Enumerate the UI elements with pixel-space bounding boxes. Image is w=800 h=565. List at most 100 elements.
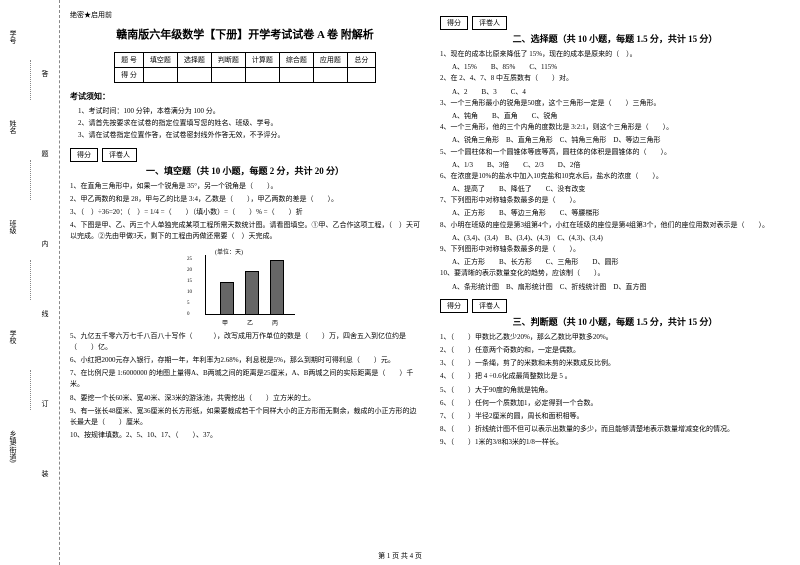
side-char: 题 — [40, 150, 50, 157]
bar-yi — [245, 271, 259, 315]
side-char: 装 — [40, 470, 50, 477]
bar-chart: (单位：天) 0 5 10 15 20 25 甲 乙 丙 — [185, 247, 305, 327]
xlabel: 乙 — [247, 318, 253, 327]
marker-label: 评卷人 — [472, 299, 507, 313]
question: 8、（ ）折线统计图不但可以表示出数量的多少，而且能够清楚地表示数量增减变化的情… — [440, 424, 790, 435]
score-label: 得分 — [440, 299, 468, 313]
question: 7、在比例尺是 1:6000000 的地图上量得A、B两城之间的距离是25厘米，… — [70, 368, 420, 390]
options: A、钝角 B、直角 C、锐角 — [452, 111, 790, 122]
section2-title: 二、选择题（共 10 小题，每题 1.5 分，共计 15 分） — [440, 32, 790, 45]
question: 9、（ ）1米的3/8和3米的1/8一样长。 — [440, 437, 790, 448]
options: A、锐角三角形 B、直角三角形 C、钝角三角形 D、等边三角形 — [452, 135, 790, 146]
header-cell: 题 号 — [115, 53, 144, 68]
question: 7、（ ）半径2厘米的圆，周长和面积相等。 — [440, 411, 790, 422]
options: A、正方形 B、等边三角形 C、等腰梯形 — [452, 208, 790, 219]
question: 9、有一张长48厘米、宽36厘米的长方形纸，如果要裁成若干个同样大小的正方形而无… — [70, 406, 420, 428]
options: A、正方形 B、长方形 C、三角形 D、圆形 — [452, 257, 790, 268]
xlabel: 甲 — [222, 318, 228, 327]
side-char: 线 — [40, 310, 50, 317]
options: A、提高了 B、降低了 C、没有改变 — [452, 184, 790, 195]
notice-item: 2、请首先按要求在试卷的指定位置填写您的姓名、班级、学号。 — [78, 118, 420, 130]
xlabel: 丙 — [272, 318, 278, 327]
right-column: 得分 评卷人 二、选择题（共 10 小题，每题 1.5 分，共计 15 分） 1… — [440, 10, 790, 450]
ytick: 15 — [187, 279, 192, 284]
label-name: 姓名 — [8, 120, 18, 134]
ytick: 25 — [187, 257, 192, 262]
header-cell: 总分 — [347, 53, 375, 68]
ytick: 20 — [187, 268, 192, 273]
header-cell: 判断题 — [211, 53, 245, 68]
question: 1、现在的成本比原来降低了 15%，现在的成本是原来的（ ）。 — [440, 49, 790, 60]
question: 10、按规律填数。2、5、10、17、（ ）、37。 — [70, 430, 420, 441]
question: 9、下列图形中对称轴条数最多的是（ ）。 — [440, 244, 790, 255]
bar-jia — [220, 282, 234, 315]
header-cell: 综合题 — [279, 53, 313, 68]
label-class: 班级 — [8, 220, 18, 234]
section1-title: 一、填空题（共 10 小题，每题 2 分，共计 20 分） — [70, 164, 420, 177]
chart-title: (单位：天) — [215, 247, 243, 256]
exam-title: 赣南版六年级数学【下册】开学考试试卷 A 卷 附解析 — [70, 26, 420, 42]
page-footer: 第 1 页 共 4 页 — [0, 551, 800, 561]
question: 6、（ ）任何一个质数加1，必定得到一个合数。 — [440, 398, 790, 409]
side-char: 答 — [40, 70, 50, 77]
question: 2、在 2、4、7、8 中互质数有（ ）对。 — [440, 73, 790, 84]
section3-title: 三、判断题（共 10 小题，每题 1.5 分，共计 15 分） — [440, 315, 790, 328]
y-axis — [205, 255, 206, 315]
section-score-box: 得分 评卷人 — [440, 16, 790, 30]
header-cell: 计算题 — [245, 53, 279, 68]
header-cell: 选择题 — [177, 53, 211, 68]
question: 7、下列图形中对称轴条数最多的是（ ）。 — [440, 195, 790, 206]
notice-title: 考试须知： — [70, 91, 420, 102]
section-score-box: 得分 评卷人 — [440, 299, 790, 313]
score-table: 题 号 填空题 选择题 判断题 计算题 综合题 应用题 总分 得 分 — [114, 52, 376, 83]
question: 10、要清晰的表示数量变化的趋势，应该制（ ）。 — [440, 268, 790, 279]
label-school: 学校 — [8, 330, 18, 344]
question: 4、一个三角形，他的三个内角的度数比是 3:2:1，则这个三角形是（ ）。 — [440, 122, 790, 133]
side-char: 订 — [40, 400, 50, 407]
row-label: 得 分 — [115, 68, 144, 83]
question: 3、（ ）÷36=20：（ ）= 1/4 =（ ）（填小数）=（ ）% =（ ）… — [70, 207, 420, 218]
notice-item: 1、考试时间：100 分钟，本卷满分为 100 分。 — [78, 106, 420, 118]
header-cell: 填空题 — [143, 53, 177, 68]
question: 4、下图是甲、乙、丙三个人单独完成某项工程所需天数统计图。请看图填空。①甲、乙合… — [70, 220, 420, 242]
label-student-id: 学号 — [8, 30, 18, 44]
marker-label: 评卷人 — [472, 16, 507, 30]
secret-label: 绝密★启用前 — [70, 10, 420, 20]
options: A、2 B、3 C、4 — [452, 87, 790, 98]
question: 4、（ ）把 4 ÷0.6化成最简整数比是 5 。 — [440, 371, 790, 382]
question: 2、（ ）任意两个奇数的和，一定是偶数。 — [440, 345, 790, 356]
left-column: 绝密★启用前 赣南版六年级数学【下册】开学考试试卷 A 卷 附解析 题 号 填空… — [70, 10, 420, 450]
side-char: 内 — [40, 240, 50, 247]
table-row: 题 号 填空题 选择题 判断题 计算题 综合题 应用题 总分 — [115, 53, 376, 68]
score-label: 得分 — [440, 16, 468, 30]
header-cell: 应用题 — [313, 53, 347, 68]
binding-margin: 学号 姓名 班级 学校 乡镇(街道) 答 题 内 线 订 装 — [0, 0, 60, 565]
score-label: 得分 — [70, 148, 98, 162]
bar-bing — [270, 260, 284, 315]
question: 8、小明在班级的座位是第3组第4个，小红在班级的座位是第4组第3个，他们的座位用… — [440, 220, 790, 231]
options: A、(3,4)、(3,4) B、(3,4)、(4,3) C、(4,3)、(3,4… — [452, 233, 790, 244]
question: 6、在浓度是10%的盐水中加入10克盐和10克水后，盐水的浓度（ ）。 — [440, 171, 790, 182]
question: 3、（ ）一条绳，剪了的米数和未剪的米数成反比例。 — [440, 358, 790, 369]
options: A、15% B、85% C、115% — [452, 62, 790, 73]
question: 2、甲乙两数的和是 28，甲与乙的比是 3:4，乙数是（ ），甲乙两数的差是（ … — [70, 194, 420, 205]
options: A、条形统计图 B、扇形统计图 C、折线统计图 D、直方图 — [452, 282, 790, 293]
notice-list: 1、考试时间：100 分钟，本卷满分为 100 分。 2、请首先按要求在试卷的指… — [78, 106, 420, 142]
ytick: 10 — [187, 290, 192, 295]
question: 1、（ ）甲数比乙数少20%，那么乙数比甲数多20%。 — [440, 332, 790, 343]
question: 8、要挖一个长60米、宽40米、深3米的游泳池，共需挖出（ ）立方米的土。 — [70, 393, 420, 404]
ytick: 5 — [187, 301, 190, 306]
main-content: 绝密★启用前 赣南版六年级数学【下册】开学考试试卷 A 卷 附解析 题 号 填空… — [70, 10, 790, 450]
question: 5、九亿五千零六万七千八百八十写作（ ），改写成用万作单位的数是（ ）万，四舍五… — [70, 331, 420, 353]
section-score-box: 得分 评卷人 — [70, 148, 420, 162]
label-town: 乡镇(街道) — [8, 430, 18, 463]
question: 6、小红把2000元存入银行，存期一年，年利率为2.68%，利息税是5%，那么到… — [70, 355, 420, 366]
question: 5、（ ）大于90度的角就是钝角。 — [440, 385, 790, 396]
table-row: 得 分 — [115, 68, 376, 83]
marker-label: 评卷人 — [102, 148, 137, 162]
notice-item: 3、请在试卷指定位置作答，在试卷密封线外作答无效，不予评分。 — [78, 130, 420, 142]
question: 1、在直角三角形中，如果一个锐角是 35°，另一个锐角是（ ）。 — [70, 181, 420, 192]
question: 5、一个圆柱体和一个圆锥体等底等高，圆柱体的体积是圆锥体的（ ）。 — [440, 147, 790, 158]
question: 3、一个三角形最小的锐角是50度，这个三角形一定是（ ）三角形。 — [440, 98, 790, 109]
options: A、1/3 B、3倍 C、2/3 D、2倍 — [452, 160, 790, 171]
